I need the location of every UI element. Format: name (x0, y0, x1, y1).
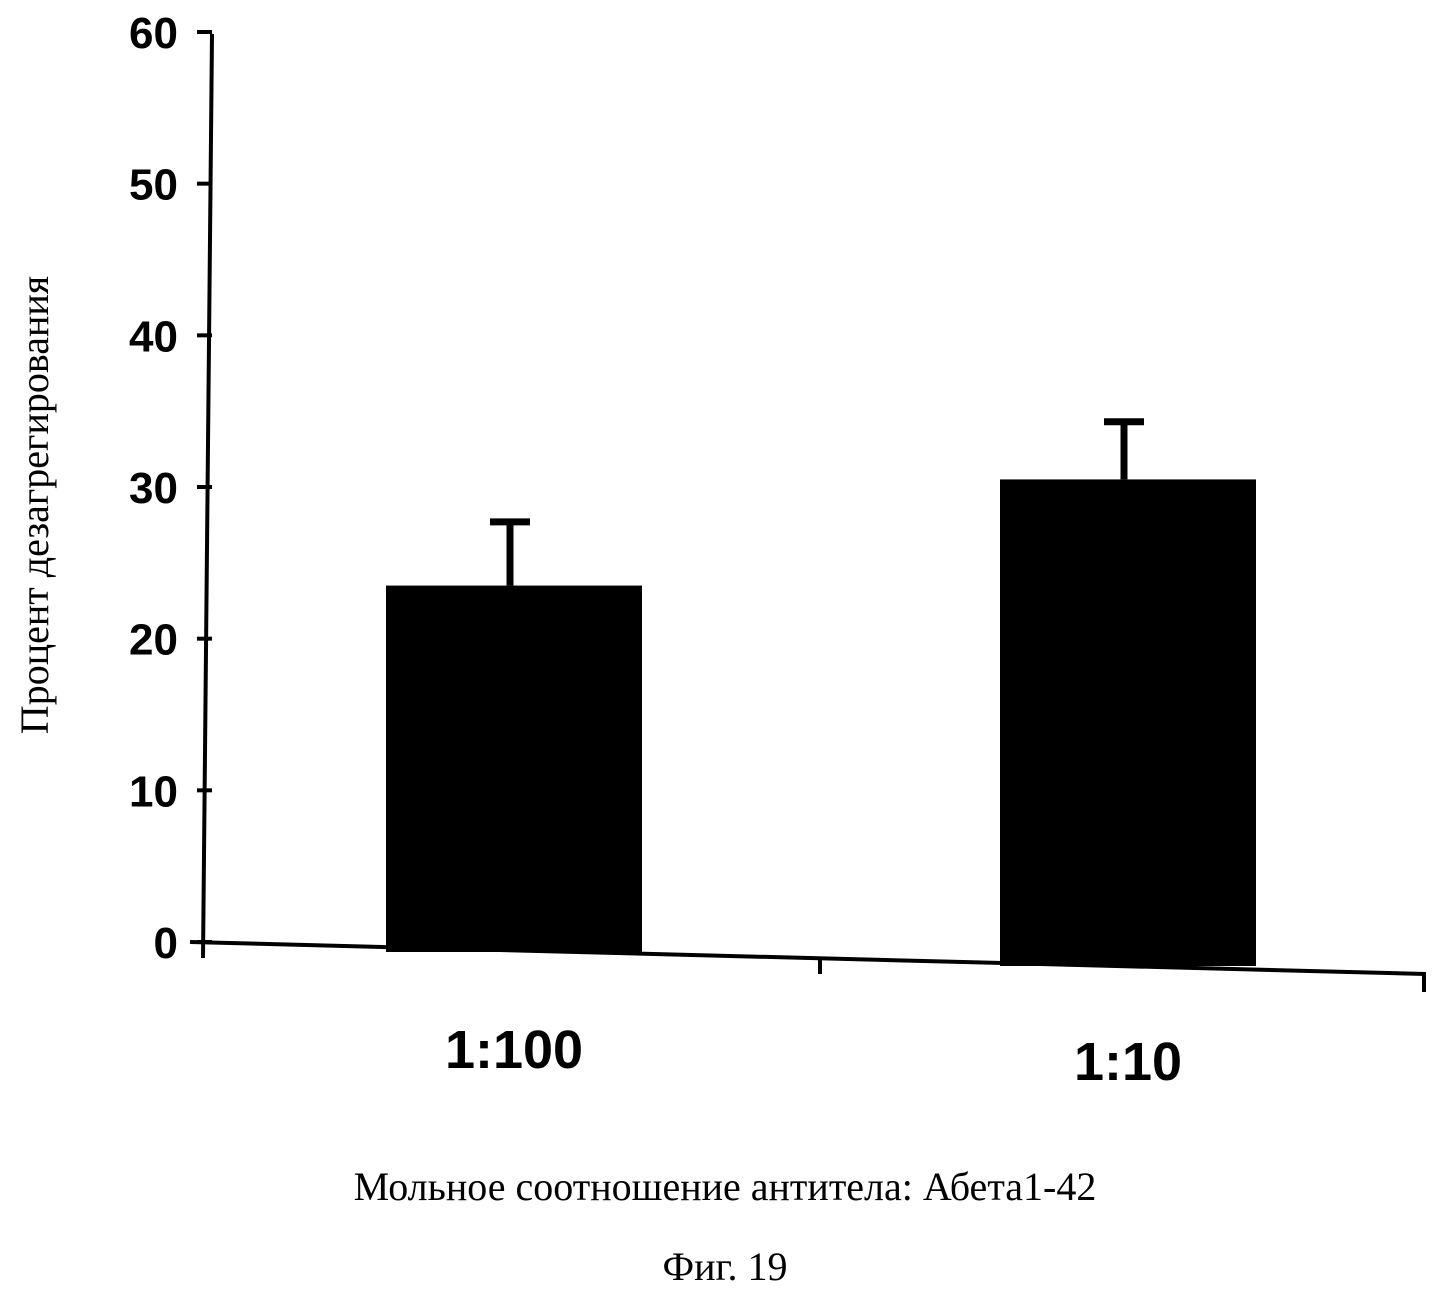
x-tick-label: 1:100 (445, 1020, 583, 1080)
y-tick-label: 0 (154, 919, 178, 968)
y-ticks-group: 0 10 20 30 40 50 60 (129, 9, 212, 968)
bars-group (386, 479, 1256, 966)
y-tick-label: 40 (129, 312, 178, 361)
x-tick-labels-group: 1:100 1:10 (445, 1020, 1182, 1092)
y-tick-label: 60 (129, 9, 178, 58)
y-axis-title: Процент дезагрегирования (12, 276, 57, 734)
y-tick-label: 30 (129, 464, 178, 513)
x-axis-title: Мольное соотношение антитела: Абета1-42 (354, 1164, 1097, 1209)
y-tick-label: 10 (129, 767, 178, 816)
y-tick-label: 50 (129, 161, 178, 210)
bar (1000, 479, 1256, 966)
figure-caption: Фиг. 19 (663, 1244, 788, 1289)
y-axis-line (203, 34, 212, 958)
x-tick-label: 1:10 (1074, 1032, 1182, 1092)
y-tick-label: 20 (129, 616, 178, 665)
bar (386, 586, 642, 952)
